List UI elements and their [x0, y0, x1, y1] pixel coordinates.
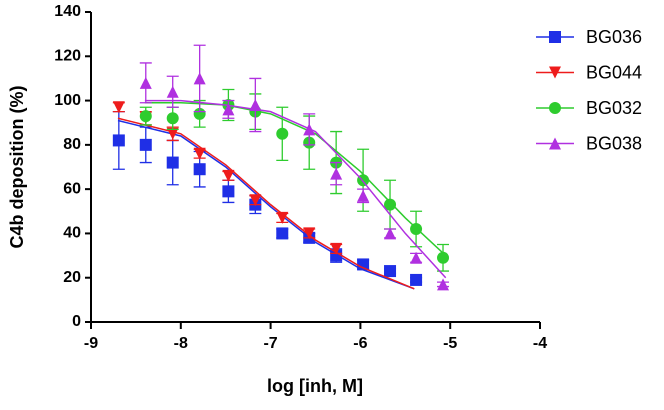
data-point [112, 134, 125, 147]
data-point [139, 110, 152, 123]
legend-marker [549, 31, 561, 43]
data-point [112, 101, 125, 114]
x-tick-label: -7 [263, 335, 277, 352]
data-point [410, 251, 423, 264]
legend-label: BG036 [586, 27, 642, 47]
data-point [139, 138, 152, 151]
fit-curve [117, 117, 415, 290]
y-tick-label: 40 [63, 225, 81, 242]
data-point [193, 72, 206, 85]
fit-curve [117, 119, 415, 290]
data-point [384, 198, 397, 211]
data-point [139, 76, 152, 89]
x-tick-label: -5 [443, 335, 457, 352]
data-point [437, 278, 450, 291]
data-point [193, 163, 206, 176]
data-point [410, 273, 423, 286]
data-point [357, 258, 370, 271]
y-tick-label: 60 [63, 180, 81, 197]
data-point [410, 223, 423, 235]
fit-curve [144, 102, 447, 257]
y-tick-label: 80 [63, 136, 81, 153]
data-point [384, 227, 397, 240]
data-point [357, 189, 370, 202]
x-tick-label: -9 [84, 335, 98, 352]
y-axis-title: C4b deposition (%) [7, 86, 27, 249]
data-point [249, 194, 262, 207]
data-point [166, 112, 179, 125]
data-point [276, 127, 289, 140]
legend-label: BG038 [586, 133, 642, 153]
x-tick-label: -6 [353, 335, 367, 352]
x-tick-label: -4 [533, 335, 547, 352]
data-point [276, 227, 289, 240]
legend-label: BG044 [586, 62, 642, 82]
data-point [303, 123, 316, 136]
y-tick-label: 100 [54, 92, 81, 109]
data-point [166, 127, 179, 140]
data-point [330, 167, 343, 180]
legend-marker [549, 66, 561, 79]
legend-marker [549, 137, 561, 150]
data-point [330, 242, 343, 255]
data-point [222, 169, 235, 182]
data-point [222, 103, 235, 116]
data-point [222, 185, 235, 198]
data-point [193, 107, 206, 120]
data-point [249, 99, 262, 111]
data-point [384, 265, 397, 278]
data-point [276, 211, 289, 224]
x-tick-label: -8 [174, 335, 188, 352]
y-tick-label: 20 [63, 269, 81, 286]
fit-curve [144, 99, 447, 279]
data-point [166, 85, 179, 98]
data-point [330, 249, 343, 262]
data-point [437, 251, 450, 264]
legend-label: BG032 [586, 98, 642, 118]
data-point [303, 227, 316, 240]
x-axis-title: log [inh, M] [267, 376, 363, 396]
legend-marker [549, 102, 561, 114]
y-tick-label: 0 [72, 313, 81, 330]
y-tick-label: 120 [54, 48, 81, 65]
data-point [193, 147, 206, 160]
y-tick-label: 140 [54, 3, 81, 20]
data-point [166, 156, 179, 169]
